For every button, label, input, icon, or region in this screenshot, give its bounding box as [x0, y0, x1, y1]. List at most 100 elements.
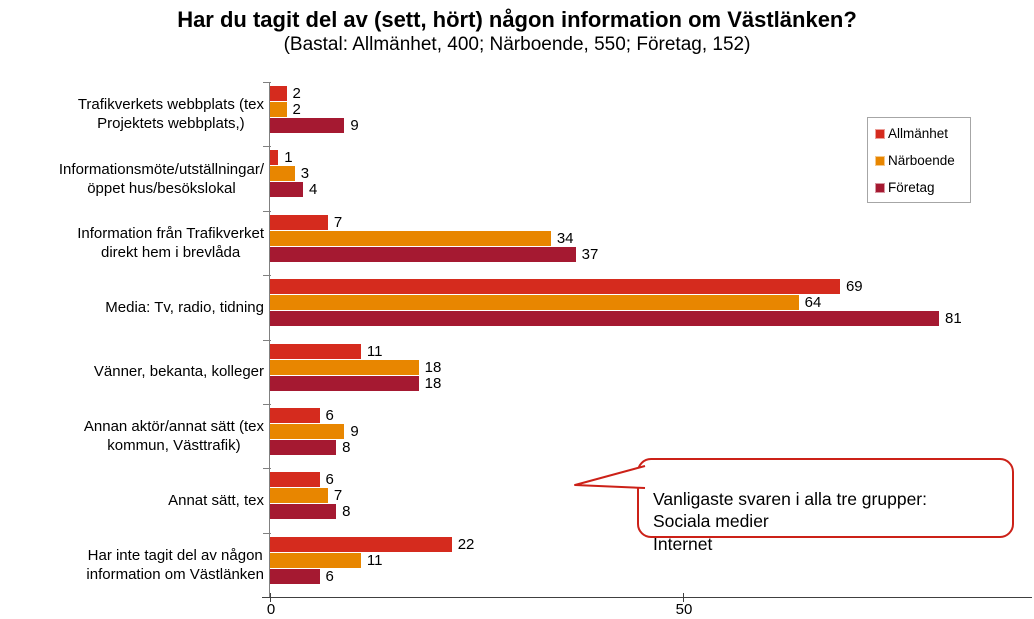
category-bars: 22 11 6: [269, 532, 1034, 597]
category-row: Vänner, bekanta, kolleger 11 18 18: [8, 339, 1034, 404]
bar-Företag: [270, 439, 337, 455]
bar-Närboende: [270, 552, 361, 568]
bar-row: 4: [270, 181, 1034, 199]
bar-Närboende: [270, 488, 328, 504]
bar-value-label: 34: [556, 229, 574, 247]
bar-row: 9: [270, 422, 1034, 440]
bar-row: 9: [270, 118, 1034, 133]
callout-bubble: Vanligaste svaren i alla tre grupper: So…: [637, 458, 1014, 554]
bar-row: 2: [270, 86, 1034, 101]
category-row: Annat sätt, tex 6 7 8: [8, 468, 1034, 533]
x-axis-tick-label: 50: [675, 601, 693, 618]
bar-row: 22: [270, 535, 1034, 553]
bar-row: 7: [270, 487, 1034, 505]
bar-value-label: 9: [350, 422, 359, 440]
legend-marker-icon: [875, 156, 885, 166]
bar-Närboende: [270, 359, 419, 375]
bar-Allmänhet: [270, 214, 328, 230]
bar-Allmänhet: [270, 472, 320, 488]
bar-row: 18: [270, 358, 1034, 376]
category-label: Trafikverkets webbplats (tex Projektets …: [77, 96, 264, 133]
bar-value-label: 22: [457, 535, 475, 553]
category-bars: 11 18 18: [269, 339, 1034, 404]
bar-Allmänhet: [270, 407, 320, 423]
category-row: Informationsmöte/utställningar/ öppet hu…: [8, 146, 1034, 211]
bar-row: 8: [270, 438, 1034, 456]
bar-value-label: 11: [366, 551, 383, 569]
x-axis-tick-label: 0: [266, 601, 276, 618]
bar-row: 34: [270, 229, 1034, 247]
bar-value-label: 2: [292, 101, 301, 118]
bar-row: 69: [270, 278, 1034, 296]
legend-item: Allmänhet: [875, 126, 963, 142]
legend-item: Närboende: [875, 153, 963, 169]
bar-value-label: 69: [845, 278, 863, 296]
legend-marker-icon: [875, 129, 885, 139]
x-axis-line: [262, 597, 1032, 598]
bar-row: 81: [270, 310, 1034, 328]
bar-Företag: [270, 182, 304, 198]
bar-row: 11: [270, 551, 1034, 569]
bar-Företag: [270, 504, 337, 520]
legend-label: Närboende: [888, 153, 955, 168]
category-row: Information från Trafikverket direkt hem…: [8, 210, 1034, 276]
bar-row: 6: [270, 567, 1034, 585]
category-label: Information från Trafikverket direkt hem…: [77, 224, 264, 261]
bar-value-label: 18: [424, 374, 442, 392]
bar-row: 8: [270, 503, 1034, 521]
bar-value-label: 6: [325, 471, 334, 489]
legend-label: Företag: [888, 180, 935, 195]
bar-value-label: 9: [350, 117, 359, 134]
bar-row: 18: [270, 374, 1034, 392]
bar-row: 3: [270, 165, 1034, 183]
bar-row: 6: [270, 471, 1034, 489]
legend-marker-icon: [875, 183, 885, 193]
category-row: Annan aktör/annat sätt (tex kommun, Väst…: [8, 403, 1034, 469]
bar-Företag: [270, 118, 345, 133]
bar-Företag: [270, 375, 419, 391]
legend-item: Företag: [875, 180, 963, 196]
category-row: Media: Tv, radio, tidning 69 64 81: [8, 275, 1034, 340]
bar-value-label: 6: [325, 567, 334, 585]
legend-label: Allmänhet: [888, 126, 949, 141]
bar-value-label: 8: [342, 503, 351, 521]
bar-value-label: 8: [342, 438, 351, 456]
callout-text: Vanligaste svaren i alla tre grupper: So…: [653, 488, 927, 554]
bar-row: 1: [270, 149, 1034, 167]
bar-value-label: 64: [804, 294, 822, 312]
category-row: Trafikverkets webbplats (tex Projektets …: [8, 82, 1034, 147]
chart-subtitle: (Bastal: Allmänhet, 400; Närboende, 550;…: [283, 34, 751, 55]
bar-value-label: 11: [366, 342, 383, 360]
bar-value-label: 7: [333, 487, 343, 505]
category-label: Informationsmöte/utställningar/ öppet hu…: [58, 160, 264, 197]
plot-rows: Trafikverkets webbplats (tex Projektets …: [8, 82, 1034, 597]
bar-value-label: 1: [284, 149, 293, 167]
category-bars: 7 34 37: [269, 210, 1034, 276]
bar-value-label: 3: [300, 165, 310, 183]
bar-Närboende: [270, 166, 295, 182]
bar-row: 64: [270, 294, 1034, 312]
bar-row: 11: [270, 342, 1034, 360]
bar-Allmänhet: [270, 86, 287, 101]
bar-Företag: [270, 246, 576, 262]
bar-value-label: 18: [424, 358, 442, 376]
plot-area: Trafikverkets webbplats (tex Projektets …: [8, 82, 1034, 597]
category-label: Media: Tv, radio, tidning: [105, 298, 264, 316]
bar-value-label: 2: [292, 85, 301, 102]
category-bars: 69 64 81: [269, 275, 1034, 340]
bar-Allmänhet: [270, 343, 361, 359]
bar-value-label: 4: [309, 181, 318, 199]
bar-Företag: [270, 568, 320, 584]
bar-value-label: 81: [945, 310, 962, 328]
category-label: Annat sätt, tex: [168, 491, 264, 509]
bar-value-label: 37: [581, 245, 599, 263]
bar-value-label: 6: [325, 406, 334, 424]
category-label: Vänner, bekanta, kolleger: [93, 363, 264, 381]
bar-row: 37: [270, 245, 1034, 263]
category-row: Har inte tagit del av någon information …: [8, 532, 1034, 597]
